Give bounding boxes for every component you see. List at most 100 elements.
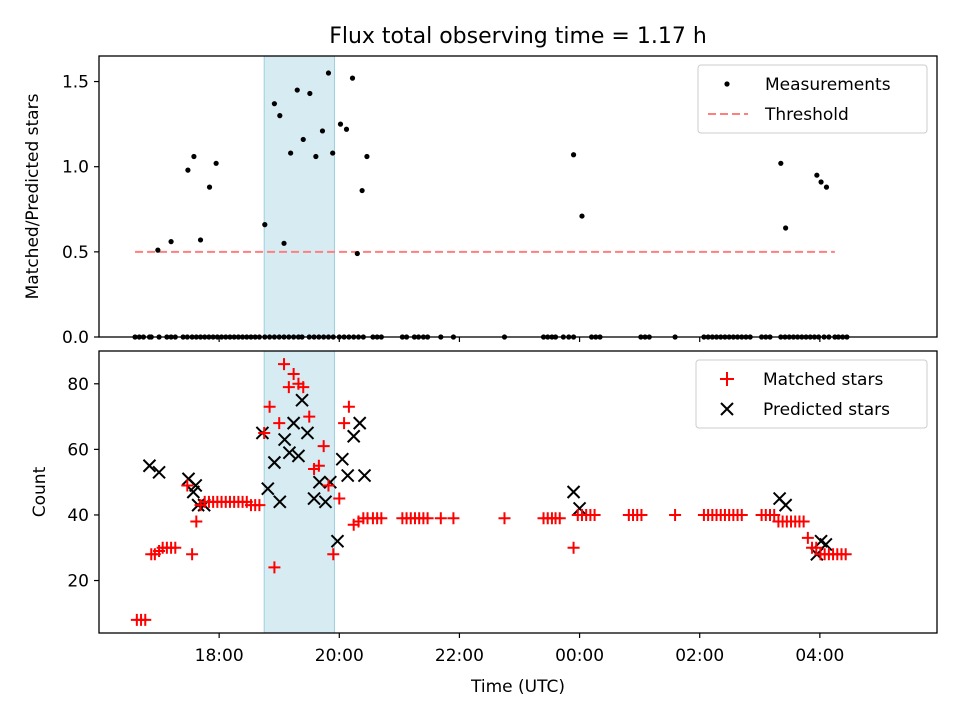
measurement-point: [319, 128, 326, 134]
matched-star-marker: [268, 561, 281, 574]
matched-star-markers: [130, 358, 852, 626]
measurement-point: [277, 113, 283, 119]
ratio-axes-frame: [98, 55, 938, 338]
measurement-point: [281, 240, 287, 246]
predicted-star-marker: [353, 416, 367, 430]
predicted-star-marker: [277, 432, 292, 447]
matched-star-marker: [312, 459, 325, 472]
matched-star-marker: [635, 508, 648, 521]
predicted-star-marker: [330, 534, 345, 548]
matched-star-marker: [810, 541, 823, 554]
matched-star-marker: [735, 508, 748, 521]
chart-title: Flux total observing time = 1.17 h: [329, 24, 707, 49]
counts-x-tick-label: 20:00: [315, 646, 364, 666]
matched-star-marker: [553, 512, 566, 525]
legend-measurements-marker: [724, 81, 730, 87]
counts-y-axis-label: Count: [30, 466, 50, 517]
measurement-point: [343, 126, 350, 132]
measurement-point: [155, 247, 161, 253]
predicted-star-marker: [291, 449, 306, 463]
counts-x-tick-label: 18:00: [195, 646, 244, 666]
legend-measurements-label: Measurements: [765, 75, 891, 95]
matched-star-marker: [375, 512, 388, 525]
predicted-star-marker: [273, 495, 287, 509]
ratio-x-ticks: [218, 337, 821, 342]
matched-star-marker: [258, 426, 271, 439]
predicted-star-marker: [261, 482, 275, 496]
counts-legend: Matched stars Predicted stars: [695, 359, 928, 429]
counts-y-tick-label: 60: [67, 440, 89, 460]
measurement-point: [197, 237, 204, 243]
measurement-point: [294, 87, 300, 93]
matched-star-marker: [317, 440, 330, 453]
predicted-star-marker: [295, 393, 309, 407]
matched-star-marker: [797, 515, 810, 528]
matched-star-marker: [669, 508, 682, 521]
measurement-point: [213, 160, 219, 166]
matched-star-marker: [273, 417, 286, 430]
measurement-point: [570, 152, 577, 158]
ratio-y-tick-label: 0.0: [62, 328, 89, 348]
matched-star-marker: [421, 512, 434, 525]
measurement-point: [330, 150, 336, 156]
predicted-star-marker: [267, 455, 282, 470]
highlight-span-top: [263, 55, 335, 338]
predicted-star-marker: [340, 468, 355, 483]
matched-star-marker: [303, 410, 316, 423]
matched-star-marker: [434, 512, 447, 525]
measurement-point: [818, 179, 824, 185]
matched-star-marker: [801, 531, 814, 544]
matched-star-marker: [333, 492, 346, 505]
matched-star-marker: [498, 512, 511, 525]
predicted-star-marker: [286, 416, 301, 430]
matched-star-marker: [342, 400, 355, 413]
measurement-point: [262, 222, 268, 228]
counts-legend-box: [695, 359, 928, 429]
predicted-star-marker: [572, 501, 587, 516]
counts-y-tick-label: 80: [67, 375, 89, 395]
measurement-point: [364, 153, 370, 160]
legend-predicted-marker: [720, 402, 734, 416]
matched-star-marker: [768, 508, 781, 521]
measurement-point: [271, 101, 278, 107]
ratio-panel: 0.0 0.5 1.0 1.5 Matched/Predicted stars Mea…: [23, 55, 938, 348]
counts-x-tick-label: 00:00: [555, 646, 604, 666]
ratio-y-tick-label: 0.5: [62, 243, 89, 263]
predicted-star-marker: [346, 429, 361, 443]
matched-star-marker: [278, 358, 291, 371]
matched-star-marker: [190, 515, 203, 528]
counts-x-tick-label: 04:00: [795, 646, 844, 666]
counts-y-tick-label: 40: [67, 506, 89, 526]
predicted-star-marker: [152, 465, 166, 480]
measurement-point: [191, 153, 197, 160]
predicted-star-marker: [335, 452, 349, 466]
x-axis-label: Time (UTC): [470, 677, 565, 697]
measurement-point: [300, 136, 306, 143]
matched-star-marker: [839, 548, 852, 561]
measurement-point: [778, 160, 784, 166]
ratio-y-ticks: 0.0 0.5 1.0 1.5: [62, 73, 99, 348]
matched-star-marker: [447, 512, 460, 525]
measurement-point: [325, 70, 332, 76]
ratio-y-tick-label: 1.0: [62, 158, 89, 178]
matched-star-marker: [186, 548, 199, 561]
measurement-point: [337, 121, 344, 127]
matched-star-marker: [263, 400, 276, 413]
ratio-legend-box: [697, 64, 928, 134]
matched-star-marker: [287, 367, 300, 380]
legend-matched-label: Matched stars: [763, 370, 883, 390]
legend-threshold-label: Threshold: [764, 105, 849, 125]
predicted-star-marker: [189, 478, 203, 493]
matched-star-marker: [282, 381, 295, 394]
predicted-star-marker: [300, 426, 315, 440]
matched-star-marker: [588, 508, 601, 521]
measurement-point: [185, 167, 191, 173]
highlight-span-bottom: [263, 350, 335, 634]
counts-x-ticks: 18:00 20:00 22:00 00:00 02:00 04:00: [195, 633, 844, 666]
measurement-point: [359, 187, 365, 194]
measurement-point: [168, 239, 174, 245]
predicted-star-marker: [318, 495, 333, 509]
measurement-point: [206, 184, 213, 190]
